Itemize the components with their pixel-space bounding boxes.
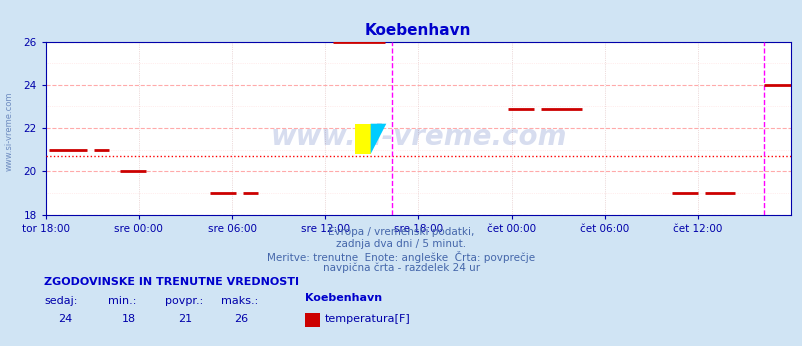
Text: www.si-vreme.com: www.si-vreme.com — [269, 123, 566, 151]
Text: navpična črta - razdelek 24 ur: navpična črta - razdelek 24 ur — [322, 263, 480, 273]
Text: www.si-vreme.com: www.si-vreme.com — [5, 92, 14, 171]
Text: maks.:: maks.: — [221, 297, 257, 307]
Text: Meritve: trenutne  Enote: angleške  Črta: povprečje: Meritve: trenutne Enote: angleške Črta: … — [267, 251, 535, 263]
Text: povpr.:: povpr.: — [164, 297, 203, 307]
Text: 24: 24 — [58, 314, 72, 324]
Text: Koebenhavn: Koebenhavn — [305, 293, 382, 303]
Text: 18: 18 — [122, 314, 136, 324]
Polygon shape — [371, 124, 386, 154]
Text: ZGODOVINSKE IN TRENUTNE VREDNOSTI: ZGODOVINSKE IN TRENUTNE VREDNOSTI — [44, 277, 299, 288]
Text: min.:: min.: — [108, 297, 136, 307]
Text: 26: 26 — [234, 314, 249, 324]
Text: 21: 21 — [178, 314, 192, 324]
Text: temperatura[F]: temperatura[F] — [325, 315, 411, 325]
Text: zadnja dva dni / 5 minut.: zadnja dva dni / 5 minut. — [336, 239, 466, 249]
Text: sedaj:: sedaj: — [44, 297, 78, 307]
FancyBboxPatch shape — [354, 124, 371, 154]
Title: Koebenhavn: Koebenhavn — [365, 22, 471, 38]
Text: Evropa / vremenski podatki,: Evropa / vremenski podatki, — [328, 227, 474, 237]
